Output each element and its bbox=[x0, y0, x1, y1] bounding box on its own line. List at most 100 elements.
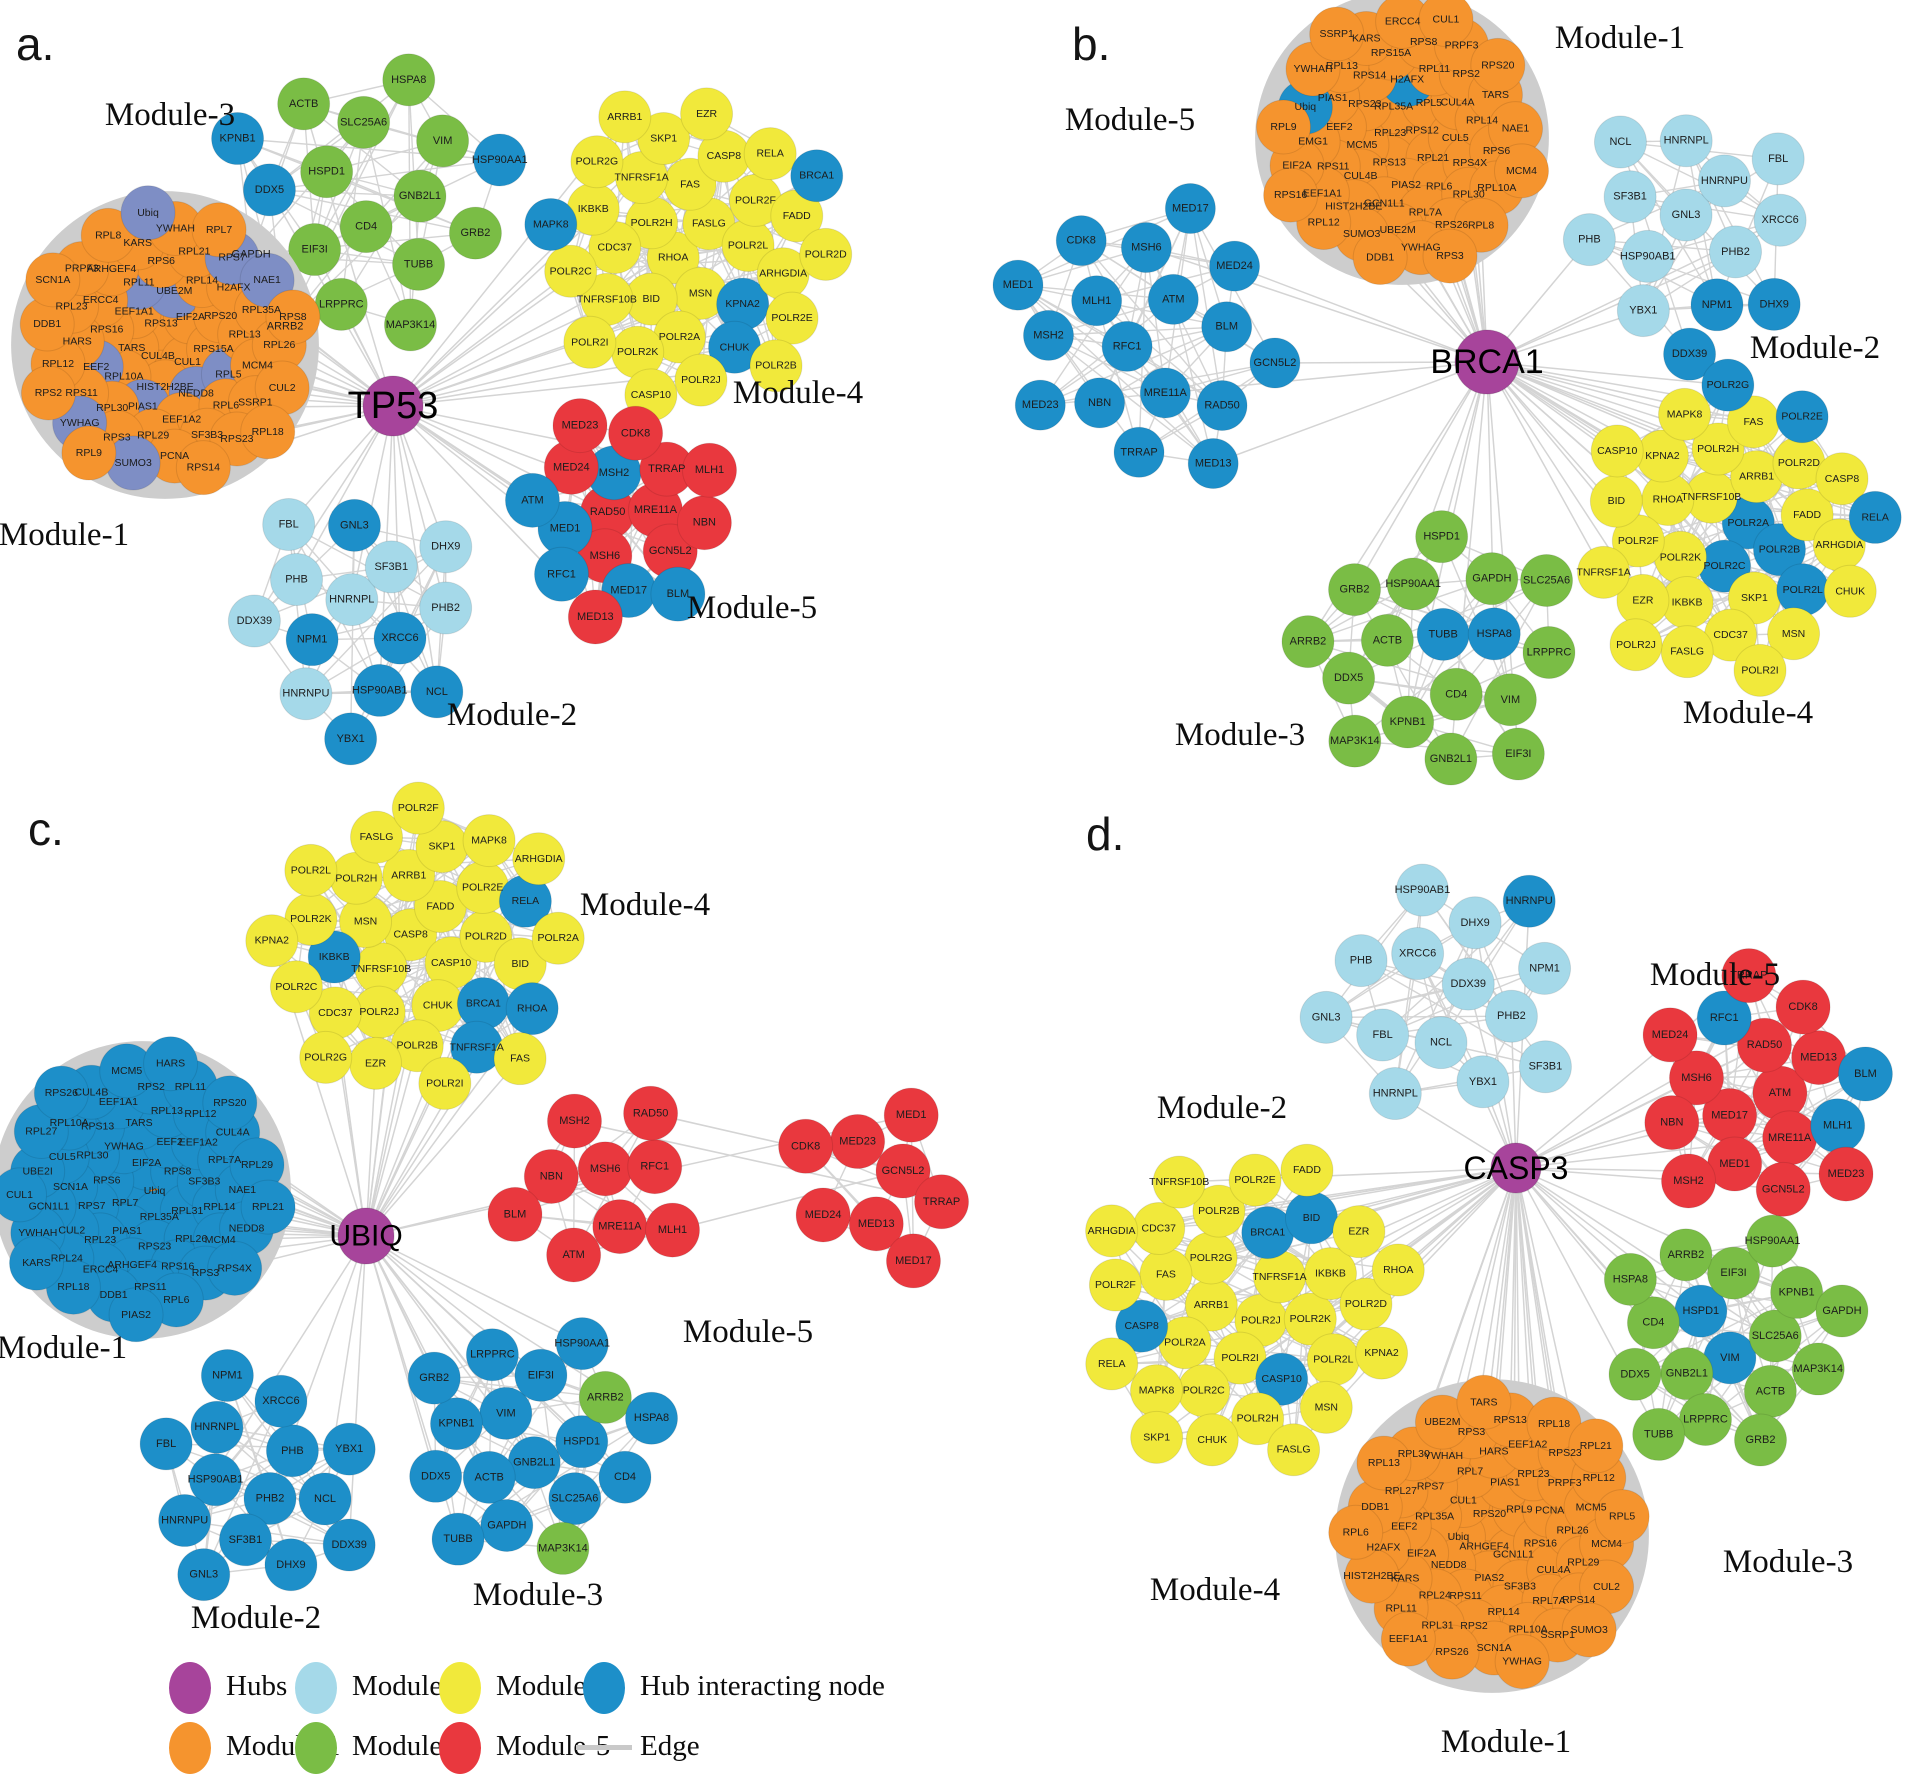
node-RPS14[interactable] bbox=[175, 440, 231, 496]
node-circle[interactable] bbox=[578, 1370, 632, 1424]
node-MAPK8[interactable] bbox=[1658, 387, 1712, 441]
node-circle[interactable] bbox=[1185, 1413, 1239, 1467]
node-circle[interactable] bbox=[1678, 1393, 1732, 1447]
node-MED17[interactable] bbox=[885, 1233, 941, 1289]
node-circle[interactable] bbox=[1456, 1055, 1510, 1109]
node-circle[interactable] bbox=[567, 589, 623, 645]
node-circle[interactable] bbox=[207, 1240, 263, 1296]
node-circle[interactable] bbox=[322, 1518, 376, 1572]
node-circle[interactable] bbox=[300, 145, 354, 199]
node-HSP90AA1[interactable] bbox=[1746, 1214, 1800, 1268]
node-IKBKB[interactable] bbox=[307, 930, 361, 984]
node-ACTB[interactable] bbox=[462, 1450, 516, 1504]
node-circle[interactable] bbox=[1608, 1347, 1662, 1401]
node-circle[interactable] bbox=[339, 200, 393, 254]
node-LRPPRC[interactable] bbox=[314, 277, 368, 331]
node-circle[interactable] bbox=[1414, 1016, 1468, 1070]
node-HNRNPL[interactable] bbox=[190, 1400, 244, 1454]
node-RPL21[interactable] bbox=[240, 1179, 296, 1235]
node-NPM1[interactable] bbox=[200, 1348, 254, 1402]
node-ACTB[interactable] bbox=[277, 77, 331, 131]
node-ACTB[interactable] bbox=[1743, 1364, 1797, 1418]
node-circle[interactable] bbox=[1355, 1326, 1409, 1380]
node-RPL9[interactable] bbox=[1255, 99, 1311, 155]
node-PHB[interactable] bbox=[265, 1424, 319, 1478]
node-DHX9[interactable] bbox=[264, 1538, 318, 1592]
node-POLR2G[interactable] bbox=[570, 135, 624, 189]
node-MLH1[interactable] bbox=[1810, 1098, 1866, 1154]
node-KPNB1[interactable] bbox=[429, 1397, 483, 1451]
node-KARS[interactable] bbox=[9, 1235, 65, 1291]
hub-node-CASP3[interactable] bbox=[1490, 1142, 1542, 1194]
node-ATM[interactable] bbox=[546, 1227, 602, 1283]
node-ARRB2[interactable] bbox=[1659, 1228, 1713, 1282]
node-circle[interactable] bbox=[1746, 1214, 1800, 1268]
node-circle[interactable] bbox=[1371, 1243, 1425, 1297]
node-PIAS2[interactable] bbox=[108, 1287, 164, 1343]
node-circle[interactable] bbox=[487, 1186, 543, 1242]
node-circle[interactable] bbox=[410, 665, 464, 719]
node-circle[interactable] bbox=[1752, 523, 1806, 577]
node-circle[interactable] bbox=[243, 1472, 297, 1526]
node-TRRAP[interactable] bbox=[914, 1174, 970, 1230]
node-circle[interactable] bbox=[1776, 563, 1830, 617]
node-MED1[interactable] bbox=[992, 259, 1044, 311]
node-MED13[interactable] bbox=[848, 1196, 904, 1252]
node-BLM[interactable] bbox=[487, 1186, 543, 1242]
node-circle[interactable] bbox=[1701, 358, 1755, 412]
node-circle[interactable] bbox=[1356, 1008, 1410, 1062]
node-circle[interactable] bbox=[33, 1065, 89, 1121]
node-ACTB[interactable] bbox=[1360, 613, 1414, 667]
node-circle[interactable] bbox=[1386, 557, 1440, 611]
node-MSH6[interactable] bbox=[1668, 1050, 1724, 1106]
node-circle[interactable] bbox=[1228, 1153, 1282, 1207]
hub-node-UBIQ[interactable] bbox=[337, 1207, 395, 1265]
node-circle[interactable] bbox=[279, 667, 333, 721]
node-NCL[interactable] bbox=[1414, 1016, 1468, 1070]
node-NPM1[interactable] bbox=[1518, 941, 1572, 995]
node-XRCC6[interactable] bbox=[1753, 193, 1807, 247]
node-HNRNPU[interactable] bbox=[1697, 154, 1751, 208]
node-circle[interactable] bbox=[1309, 6, 1365, 62]
node-MSN[interactable] bbox=[1767, 607, 1821, 661]
node-circle[interactable] bbox=[1561, 1602, 1617, 1658]
node-POLR2G[interactable] bbox=[1701, 358, 1755, 412]
node-circle[interactable] bbox=[1518, 1040, 1572, 1094]
node-NCL[interactable] bbox=[298, 1472, 352, 1526]
node-RPL5[interactable] bbox=[1594, 1489, 1650, 1545]
node-RPS16[interactable] bbox=[1263, 167, 1319, 223]
node-CD4[interactable] bbox=[1626, 1296, 1680, 1350]
node-RPS4X[interactable] bbox=[207, 1240, 263, 1296]
node-circle[interactable] bbox=[1659, 188, 1713, 242]
node-GCN5L2[interactable] bbox=[875, 1143, 931, 1199]
node-MAPK8[interactable] bbox=[462, 814, 516, 868]
node-circle[interactable] bbox=[504, 472, 560, 528]
node-KPNB1[interactable] bbox=[211, 112, 265, 166]
node-circle[interactable] bbox=[419, 520, 473, 574]
node-circle[interactable] bbox=[1139, 1247, 1193, 1301]
node-circle[interactable] bbox=[1085, 1337, 1139, 1391]
hub-node-BRCA1[interactable] bbox=[1454, 329, 1520, 395]
node-VIM[interactable] bbox=[416, 114, 470, 168]
node-circle[interactable] bbox=[1283, 1292, 1337, 1346]
node-DDX5[interactable] bbox=[242, 163, 296, 217]
node-circle[interactable] bbox=[1328, 563, 1382, 617]
hub-circle[interactable] bbox=[337, 1207, 395, 1265]
node-circle[interactable] bbox=[1085, 1204, 1139, 1258]
node-circle[interactable] bbox=[1791, 1342, 1845, 1396]
node-HNRNPL[interactable] bbox=[1368, 1067, 1422, 1121]
node-circle[interactable] bbox=[1733, 643, 1787, 697]
node-circle[interactable] bbox=[1441, 957, 1495, 1011]
node-circle[interactable] bbox=[1130, 1364, 1184, 1418]
node-FASLG[interactable] bbox=[1267, 1423, 1321, 1477]
node-HSP90AA1[interactable] bbox=[473, 133, 527, 187]
node-circle[interactable] bbox=[143, 1036, 199, 1092]
node-circle[interactable] bbox=[1209, 240, 1261, 292]
node-CASP10[interactable] bbox=[1255, 1352, 1309, 1406]
node-circle[interactable] bbox=[1837, 1046, 1893, 1102]
node-circle[interactable] bbox=[1395, 863, 1449, 917]
node-circle[interactable] bbox=[1658, 387, 1712, 441]
node-ARRB2[interactable] bbox=[1281, 615, 1335, 669]
node-MRE11A[interactable] bbox=[1139, 367, 1191, 419]
node-circle[interactable] bbox=[242, 163, 296, 217]
